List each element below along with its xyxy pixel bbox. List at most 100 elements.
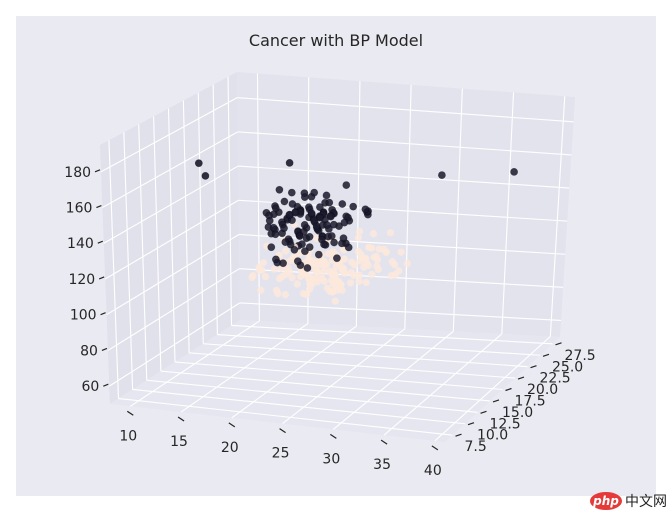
scatter-point xyxy=(269,223,278,232)
x-tick xyxy=(380,439,388,445)
z-gridline-left xyxy=(107,268,240,351)
scatter-point xyxy=(354,234,362,242)
scatter-point xyxy=(299,290,307,298)
scatter-point xyxy=(310,188,319,197)
scatter-point xyxy=(323,221,331,229)
scatter-point xyxy=(287,188,296,197)
scatter-point xyxy=(347,279,355,287)
x-gridline-back xyxy=(501,92,515,334)
y-tick-label: 17.5 xyxy=(515,394,546,410)
x-tick-label: 25 xyxy=(272,446,290,462)
scatter-point xyxy=(362,278,370,287)
x-gridline-back xyxy=(549,96,566,337)
scatter-point xyxy=(300,247,309,256)
scatter-point xyxy=(326,212,335,221)
scatter-point xyxy=(320,261,328,269)
x-gridline-back xyxy=(404,84,412,329)
scatter-point xyxy=(270,265,278,273)
scatter-point xyxy=(339,234,348,243)
scatter-point xyxy=(316,213,324,222)
scatter-point xyxy=(314,278,322,286)
y-gridline-left xyxy=(108,140,120,399)
y-gridline-left xyxy=(123,132,134,390)
scatter-point xyxy=(368,270,376,278)
scatter-point xyxy=(201,171,210,180)
tick-labels: 10 15 20 25 30 35 40 7.510.012.515.017.520.022.… xyxy=(64,165,595,479)
scatter-point xyxy=(305,243,314,251)
scatter-point xyxy=(271,255,280,264)
y-tick-label: 25.0 xyxy=(552,359,583,375)
y-tick-label: 20.0 xyxy=(527,382,558,398)
scatter-point xyxy=(354,247,363,256)
z-tick xyxy=(100,312,106,316)
x-tick xyxy=(126,410,134,416)
scatter-point xyxy=(344,243,353,252)
y-gridline-floor xyxy=(160,370,491,402)
scatter-point xyxy=(265,211,273,220)
floor-pane xyxy=(110,320,560,442)
watermark-badge-text: php xyxy=(592,494,619,508)
scatter-point xyxy=(437,171,446,179)
y-tick-label: 22.5 xyxy=(540,371,571,387)
scatter-point xyxy=(257,286,265,294)
x-tick xyxy=(228,422,236,428)
scatter-point xyxy=(355,227,364,236)
scatter-point xyxy=(380,245,388,253)
scatter-point xyxy=(331,297,339,305)
scatter-point xyxy=(281,247,290,255)
z-tick-label: 140 xyxy=(67,236,94,252)
scatter-point xyxy=(349,202,358,211)
y-gridline-left xyxy=(212,84,218,335)
scatter-point xyxy=(403,260,411,268)
scatter-point xyxy=(280,224,288,233)
x-gridline-back xyxy=(452,88,463,332)
scatter-point xyxy=(355,271,363,279)
scatter-point xyxy=(298,240,306,248)
scatter-point xyxy=(358,254,366,262)
x-tick xyxy=(431,445,439,451)
scatter-point xyxy=(310,216,318,225)
z-tick xyxy=(97,240,104,244)
z-gridline-left xyxy=(100,97,238,173)
y-tick xyxy=(505,387,512,392)
scatter-point xyxy=(374,265,382,273)
y-tick xyxy=(492,399,500,403)
z-gridline-back xyxy=(237,131,572,156)
x-gridline-back xyxy=(355,81,361,327)
y-tick xyxy=(455,433,462,437)
z-tick xyxy=(98,276,105,280)
scatter-point xyxy=(285,158,294,167)
scatter-point xyxy=(280,197,289,206)
scatter-point xyxy=(276,275,284,283)
y-tick-label: 15.0 xyxy=(502,405,533,421)
y-tick-label: 27.5 xyxy=(565,348,596,364)
scatter-point xyxy=(308,280,316,288)
scatter-point xyxy=(397,248,405,256)
scatter-point xyxy=(261,273,270,281)
watermark-badge xyxy=(590,492,622,510)
y-gridline-left xyxy=(138,124,148,381)
scatter-point xyxy=(510,167,518,176)
scatter-point xyxy=(300,193,309,201)
y-gridline-floor xyxy=(146,379,478,413)
scatter-point xyxy=(340,218,349,227)
scatter-point xyxy=(248,273,256,282)
scatter-point xyxy=(329,220,338,229)
scatter-point xyxy=(267,243,276,252)
z-gridline-back xyxy=(238,165,570,189)
scatter-point xyxy=(347,268,355,276)
scatter-point xyxy=(320,267,328,275)
x-tick-label: 35 xyxy=(373,457,391,473)
x-tick xyxy=(279,428,286,434)
x-tick xyxy=(177,416,185,422)
z-tick-label: 120 xyxy=(68,272,95,288)
scatter-point xyxy=(307,209,316,218)
left-pane xyxy=(100,72,240,404)
scatter-point xyxy=(365,243,373,251)
y-tick-label: 12.5 xyxy=(490,416,521,432)
scatter-point xyxy=(326,287,334,295)
scatter-point xyxy=(288,274,296,282)
scatter-point xyxy=(391,271,399,279)
scatter-point xyxy=(314,250,323,259)
